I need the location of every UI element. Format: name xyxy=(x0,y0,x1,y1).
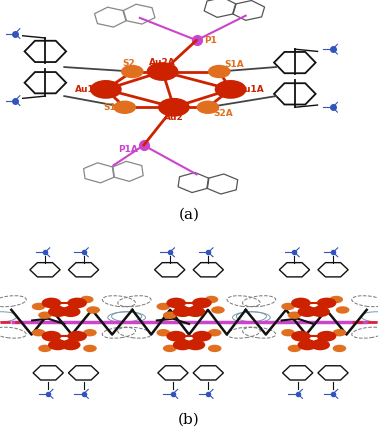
Circle shape xyxy=(192,331,212,342)
Circle shape xyxy=(281,303,295,310)
Circle shape xyxy=(163,345,177,352)
Circle shape xyxy=(156,329,170,337)
Circle shape xyxy=(42,331,61,342)
Circle shape xyxy=(336,306,349,314)
Circle shape xyxy=(86,306,100,314)
Circle shape xyxy=(281,329,295,337)
Circle shape xyxy=(186,340,205,350)
Circle shape xyxy=(38,345,52,352)
Circle shape xyxy=(297,340,317,350)
Circle shape xyxy=(83,329,97,337)
Text: Au1: Au1 xyxy=(75,85,95,94)
Circle shape xyxy=(291,298,311,308)
Circle shape xyxy=(158,98,190,117)
Circle shape xyxy=(113,101,136,114)
Circle shape xyxy=(67,298,87,308)
Text: S1: S1 xyxy=(103,103,116,112)
Circle shape xyxy=(186,306,205,317)
Circle shape xyxy=(317,298,336,308)
Circle shape xyxy=(288,312,301,319)
Circle shape xyxy=(61,306,81,317)
Circle shape xyxy=(61,340,81,350)
Circle shape xyxy=(333,345,346,352)
Circle shape xyxy=(163,312,177,319)
Circle shape xyxy=(310,340,330,350)
Circle shape xyxy=(288,345,301,352)
Circle shape xyxy=(166,298,186,308)
Circle shape xyxy=(166,331,186,342)
Circle shape xyxy=(291,331,311,342)
Text: P1A: P1A xyxy=(119,145,138,154)
Circle shape xyxy=(32,329,45,337)
Text: S2A: S2A xyxy=(213,110,233,118)
Circle shape xyxy=(333,329,346,337)
Text: Au1A: Au1A xyxy=(238,85,265,94)
Circle shape xyxy=(205,296,218,303)
Circle shape xyxy=(48,306,68,317)
Circle shape xyxy=(90,80,122,99)
Circle shape xyxy=(211,306,225,314)
Circle shape xyxy=(48,340,68,350)
Circle shape xyxy=(80,296,94,303)
Circle shape xyxy=(173,306,192,317)
Text: Au2: Au2 xyxy=(164,113,184,122)
Text: P1: P1 xyxy=(204,36,217,45)
Circle shape xyxy=(317,331,336,342)
Circle shape xyxy=(208,329,222,337)
Circle shape xyxy=(297,306,317,317)
Circle shape xyxy=(42,298,61,308)
Circle shape xyxy=(121,65,144,78)
Text: Au2A: Au2A xyxy=(149,58,176,67)
Text: S1A: S1A xyxy=(225,60,244,69)
Text: (a): (a) xyxy=(178,207,200,221)
Circle shape xyxy=(208,345,222,352)
Circle shape xyxy=(32,303,45,310)
Circle shape xyxy=(215,80,246,99)
Circle shape xyxy=(330,296,343,303)
Circle shape xyxy=(173,340,192,350)
Circle shape xyxy=(208,65,231,78)
Circle shape xyxy=(83,345,97,352)
Circle shape xyxy=(67,331,87,342)
Circle shape xyxy=(156,303,170,310)
Circle shape xyxy=(38,312,52,319)
Circle shape xyxy=(197,101,219,114)
Circle shape xyxy=(192,298,212,308)
Circle shape xyxy=(310,306,330,317)
Text: S2: S2 xyxy=(122,59,135,68)
Text: (b): (b) xyxy=(178,413,200,427)
Circle shape xyxy=(147,62,178,81)
